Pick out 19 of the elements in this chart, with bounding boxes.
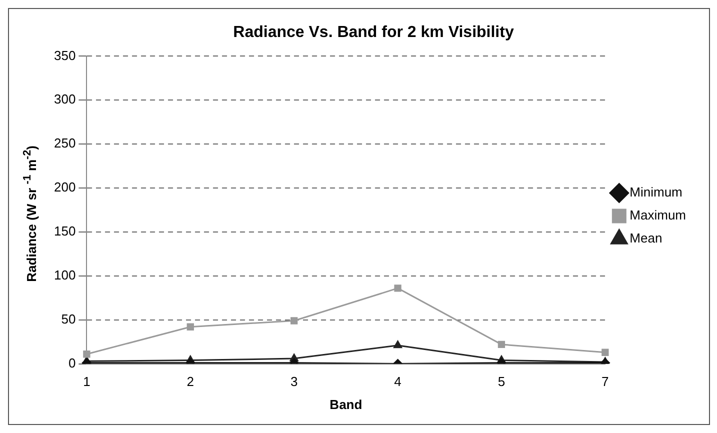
- x-tick-label: 5: [498, 374, 506, 390]
- legend-label: Maximum: [630, 208, 686, 223]
- y-tick-label: 350: [54, 48, 76, 63]
- x-tick-label: 4: [394, 374, 402, 390]
- x-tick-label: 7: [602, 374, 609, 390]
- y-tick-label: 0: [68, 355, 76, 370]
- legend-label: Mean: [630, 230, 662, 246]
- y-tick-label: 250: [54, 136, 76, 151]
- legend-label: Minimum: [630, 184, 682, 200]
- y-tick-label: 300: [54, 92, 76, 107]
- x-tick-label: 3: [290, 374, 298, 390]
- y-tick-label: 100: [54, 267, 76, 282]
- x-tick-label: 1: [83, 374, 90, 390]
- y-tick-label: 200: [54, 180, 76, 195]
- y-tick-label: 50: [61, 311, 76, 326]
- x-axis-title: Band: [330, 396, 362, 412]
- y-tick-label: 150: [54, 224, 76, 239]
- chart-title: Radiance Vs. Band for 2 km Visibility: [233, 24, 514, 42]
- x-tick-label: 2: [186, 374, 194, 390]
